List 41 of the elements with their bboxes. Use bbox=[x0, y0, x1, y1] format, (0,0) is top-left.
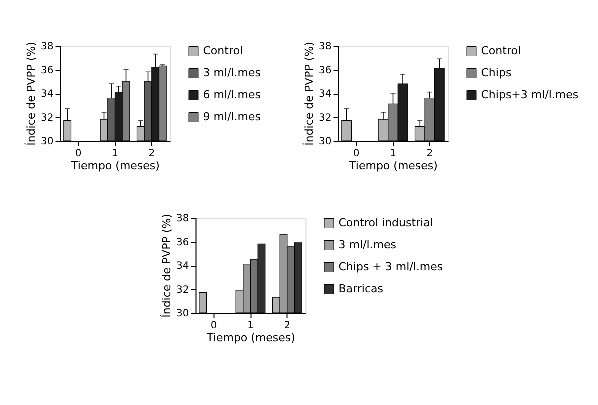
legend-label: 3 ml/l.mes bbox=[338, 238, 397, 252]
legend-label: 6 ml/l.mes bbox=[203, 88, 262, 102]
legend-label: Chips+3 ml/l.mes bbox=[481, 88, 579, 102]
y-tick-label: 38 bbox=[176, 214, 190, 224]
legend-label: Control industrial bbox=[338, 216, 434, 230]
legend-label: 3 ml/l.mes bbox=[203, 66, 262, 80]
x-tick-label: 1 bbox=[248, 320, 254, 332]
x-tick-label: 2 bbox=[284, 320, 291, 332]
y-tick-label: 34 bbox=[176, 261, 190, 272]
y-tick-label: 38 bbox=[41, 42, 54, 52]
x-tick-label: 1 bbox=[112, 148, 118, 160]
y-axis-title: Índice de PVPP (%) bbox=[302, 42, 316, 146]
y-tick-label: 38 bbox=[319, 42, 332, 52]
x-axis-title: Tiempo (meses) bbox=[70, 160, 160, 172]
legend-label: Barricas bbox=[338, 282, 384, 296]
y-tick-label: 34 bbox=[319, 89, 332, 100]
x-axis-title: Tiempo (meses) bbox=[206, 332, 296, 344]
legend-label: Control bbox=[203, 44, 244, 58]
y-tick-label: 36 bbox=[41, 65, 54, 76]
x-tick-label: 0 bbox=[210, 320, 218, 332]
y-tick-label: 32 bbox=[176, 284, 190, 296]
y-axis-title: Índice de PVPP (%) bbox=[160, 214, 174, 318]
y-tick-label: 30 bbox=[176, 308, 190, 320]
x-tick-label: 2 bbox=[426, 148, 434, 160]
x-tick-label: 0 bbox=[75, 148, 82, 160]
y-tick-label: 30 bbox=[41, 136, 54, 148]
y-tick-label: 36 bbox=[176, 237, 190, 248]
legend-label: Control bbox=[481, 44, 522, 58]
y-tick-label: 32 bbox=[319, 112, 332, 124]
y-axis-title: Índice de PVPP (%) bbox=[24, 42, 38, 146]
legend-label: Chips bbox=[481, 66, 512, 80]
legend-label: Chips + 3 ml/l.mes bbox=[338, 260, 444, 274]
x-tick-label: 0 bbox=[353, 148, 360, 160]
y-tick-label: 34 bbox=[41, 89, 54, 100]
x-axis-title: Tiempo (meses) bbox=[348, 160, 438, 172]
y-tick-label: 36 bbox=[319, 65, 332, 76]
x-tick-label: 1 bbox=[390, 148, 396, 160]
y-tick-label: 30 bbox=[319, 136, 332, 148]
legend-label: 9 ml/l.mes bbox=[203, 110, 262, 124]
x-tick-label: 2 bbox=[148, 148, 156, 160]
y-tick-label: 32 bbox=[41, 112, 54, 124]
